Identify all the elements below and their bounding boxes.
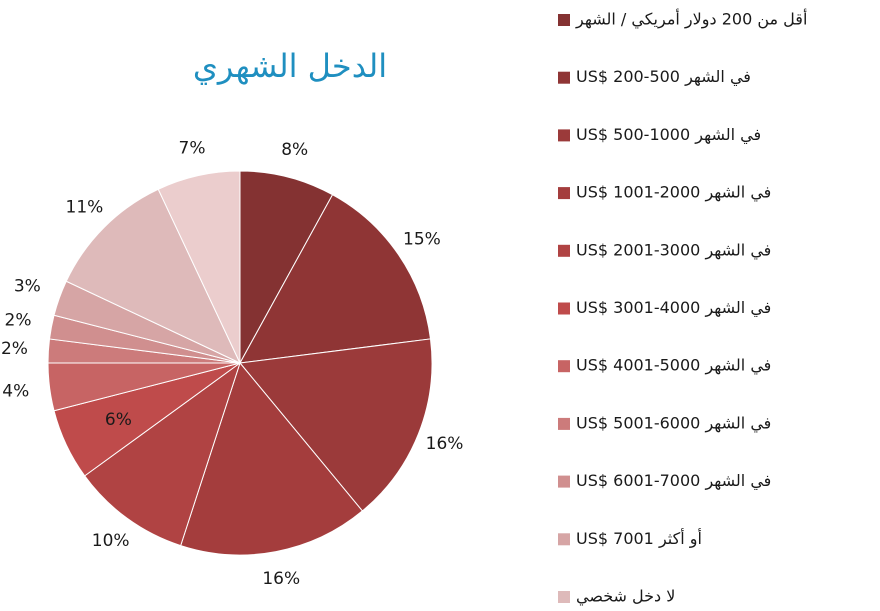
legend-swatch (558, 360, 570, 373)
legend-label: US$ 5001-6000 في الشهر (576, 413, 771, 433)
pie-slice (180, 361, 364, 556)
legend-label: US$ 2001-3000 في الشهر (576, 240, 771, 260)
legend-swatch (558, 71, 570, 84)
pie-slice (65, 188, 242, 365)
legend-swatch (558, 129, 570, 142)
pie-slice (239, 170, 334, 364)
data-label: 16% (426, 434, 464, 454)
data-label: 7% (179, 138, 206, 158)
data-label: 2% (5, 311, 32, 331)
pie-slice (83, 361, 241, 547)
legend-swatch (558, 14, 570, 26)
legend-label: لا دخل شخصي (576, 587, 675, 607)
legend-swatch (558, 475, 570, 488)
data-label: 2% (1, 339, 28, 359)
legend-label: US$ 1001-2000 في الشهر (576, 183, 771, 203)
data-label: 6% (105, 410, 132, 430)
data-label: 10% (92, 531, 130, 551)
legend-label: US$ 6001-7000 في الشهر (576, 471, 771, 491)
pie-slice (239, 338, 433, 512)
legend-label: US$ 500-1000 في الشهر (576, 125, 761, 145)
legend-swatch (558, 302, 570, 315)
legend-label: US$ 200-500 في الشهر (576, 67, 751, 87)
legend-swatch (558, 244, 570, 257)
legend-swatch (558, 533, 570, 546)
data-label: 16% (262, 569, 300, 589)
legend-label: أقل من 200 دولار أمريكي / الشهر (575, 9, 807, 30)
data-label: 8% (281, 140, 308, 160)
data-label: 11% (66, 197, 104, 217)
data-label: 15% (403, 229, 441, 249)
legend-label: US$ 3001-4000 في الشهر (576, 298, 771, 318)
legend-swatch (558, 591, 570, 603)
data-label: 3% (14, 276, 41, 296)
pie-slice (157, 170, 241, 364)
data-label: 4% (2, 381, 29, 401)
legend-swatch (558, 187, 570, 200)
legend-label: US$ 7001 أو أكثر (576, 528, 702, 549)
legend-label: US$ 4001-5000 في الشهر (576, 356, 771, 376)
pie-slice (239, 194, 432, 364)
chart-title: الدخل الشهري (193, 47, 387, 85)
legend-swatch (558, 417, 570, 430)
